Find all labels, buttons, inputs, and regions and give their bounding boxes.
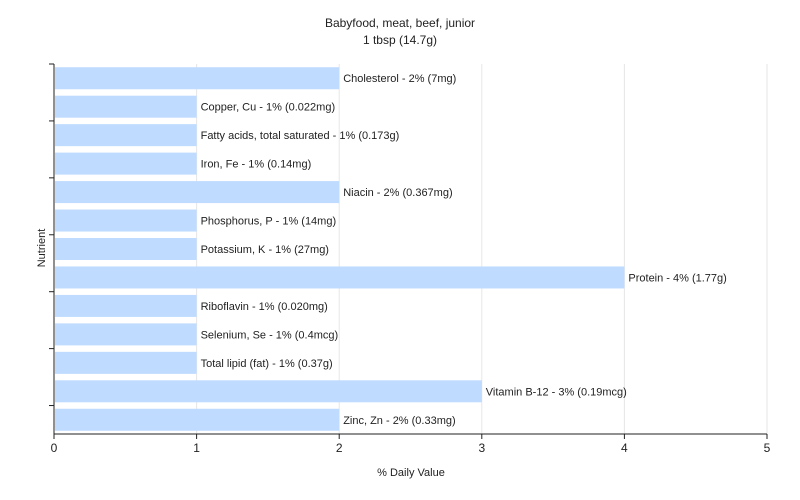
x-axis-title: % Daily Value [377,467,445,479]
bar-10 [55,351,197,374]
bar-label-3: Iron, Fe - 1% (0.14mg) [201,159,312,171]
bar-0 [55,67,340,90]
bar-labels-group: Cholesterol - 2% (7mg) Copper, Cu - 1% (0… [201,73,727,427]
bar-label-11: Vitamin B-12 - 3% (0.19mcg) [486,386,627,398]
bar-11 [55,380,482,403]
bar-label-10: Total lipid (fat) - 1% (0.37g) [201,358,333,370]
bar-label-5: Phosphorus, P - 1% (14mg) [201,216,337,228]
bar-label-4: Niacin - 2% (0.367mg) [343,187,452,199]
bar-label-8: Riboflavin - 1% (0.020mg) [201,301,328,313]
bar-label-1: Copper, Cu - 1% (0.022mg) [201,102,336,114]
bar-5 [55,209,197,232]
x-tick-label-4: 4 [621,441,628,455]
bar-12 [55,408,340,431]
bar-4 [55,181,340,204]
bar-9 [55,323,197,346]
bar-label-9: Selenium, Se - 1% (0.4mcg) [201,329,339,341]
x-tick-label-1: 1 [193,441,200,455]
bars-group [55,67,625,431]
chart-title: Babyfood, meat, beef, junior [325,16,475,30]
bar-7 [55,266,625,289]
bar-3 [55,152,197,175]
bar-label-2: Fatty acids, total saturated - 1% (0.173… [201,130,400,142]
bar-2 [55,124,197,147]
x-tick-label-5: 5 [764,441,771,455]
x-tick-label-2: 2 [336,441,343,455]
chart-subtitle: 1 tbsp (14.7g) [363,33,437,47]
bar-label-7: Protein - 4% (1.77g) [628,272,726,284]
bar-8 [55,294,197,317]
y-axis-ticks [49,63,54,407]
x-axis-ticks: 0 1 2 3 4 5 [51,434,771,455]
bar-label-6: Potassium, K - 1% (27mg) [201,244,329,256]
bar-1 [55,95,197,118]
y-axis-title: Nutrient [36,229,48,268]
x-tick-label-3: 3 [478,441,485,455]
bar-6 [55,238,197,260]
bar-label-12: Zinc, Zn - 2% (0.33mg) [343,415,455,427]
x-tick-label-0: 0 [51,441,58,455]
bar-label-0: Cholesterol - 2% (7mg) [343,73,456,85]
